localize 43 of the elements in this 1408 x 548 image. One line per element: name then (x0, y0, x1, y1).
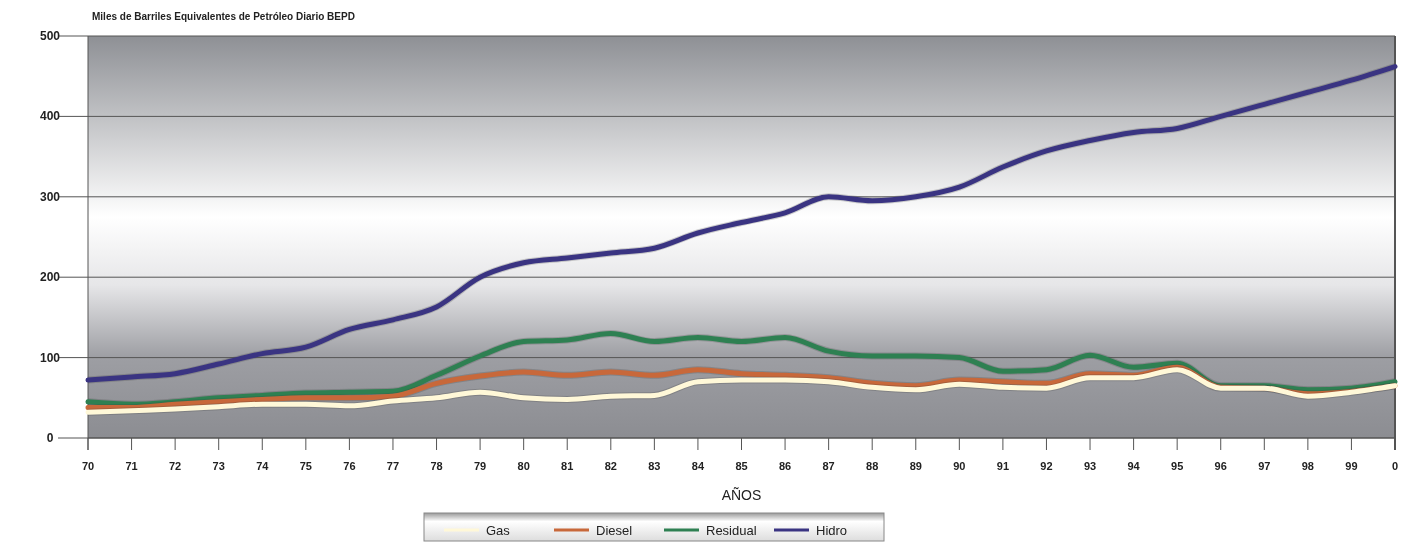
x-tick-label: 77 (386, 460, 400, 472)
x-axis-title: AÑOS (721, 487, 762, 503)
x-tick-label: 76 (343, 460, 356, 472)
x-tick-label: 74 (256, 460, 270, 472)
x-tick-label: 82 (604, 460, 617, 472)
y-tick-label: 200 (39, 270, 61, 285)
x-tick-label: 70 (81, 460, 95, 472)
legend-label: Residual (706, 523, 757, 538)
y-tick-label: 100 (39, 350, 61, 365)
y-tick-label: 0 (46, 431, 54, 445)
legend-label: Gas (486, 523, 511, 538)
legend-label: Hidro (816, 523, 848, 538)
legend-label: Diesel (596, 523, 633, 538)
x-tick-label: 92 (1040, 460, 1053, 472)
x-tick-label: 73 (212, 460, 225, 472)
x-tick-label: 80 (517, 460, 530, 472)
x-tick-label: 0 (1391, 460, 1399, 472)
x-tick-label: 99 (1345, 460, 1358, 472)
x-tick-label: 96 (1214, 460, 1227, 472)
x-tick-label: 95 (1171, 460, 1184, 472)
x-tick-label: 93 (1083, 460, 1097, 472)
x-tick-label: 91 (996, 460, 1010, 472)
x-tick-label: 94 (1127, 460, 1141, 472)
x-tick-label: 81 (561, 460, 574, 472)
x-tick-label: 98 (1301, 460, 1314, 472)
x-tick-label: 86 (778, 460, 792, 472)
x-tick-label: 89 (909, 460, 922, 472)
x-tick-label: 84 (691, 460, 705, 472)
x-tick-label: 97 (1258, 460, 1271, 472)
x-tick-label: 87 (822, 460, 835, 472)
x-tick-label: 78 (430, 460, 443, 472)
x-tick-label: 71 (125, 460, 138, 472)
x-tick-label: 90 (953, 460, 966, 472)
x-tick-label: 75 (299, 460, 312, 472)
chart-title: Miles de Barriles Equivalentes de Petróleo Diario BEPD (92, 11, 355, 22)
y-tick-label: 500 (39, 29, 61, 43)
y-tick-label: 300 (39, 189, 61, 204)
x-tick-label: 83 (648, 460, 661, 472)
x-tick-label: 85 (735, 460, 748, 472)
x-tick-label: 79 (473, 460, 487, 472)
x-tick-label: 72 (169, 460, 182, 472)
x-tick-label: 88 (866, 460, 879, 472)
y-tick-label: 400 (39, 109, 61, 124)
